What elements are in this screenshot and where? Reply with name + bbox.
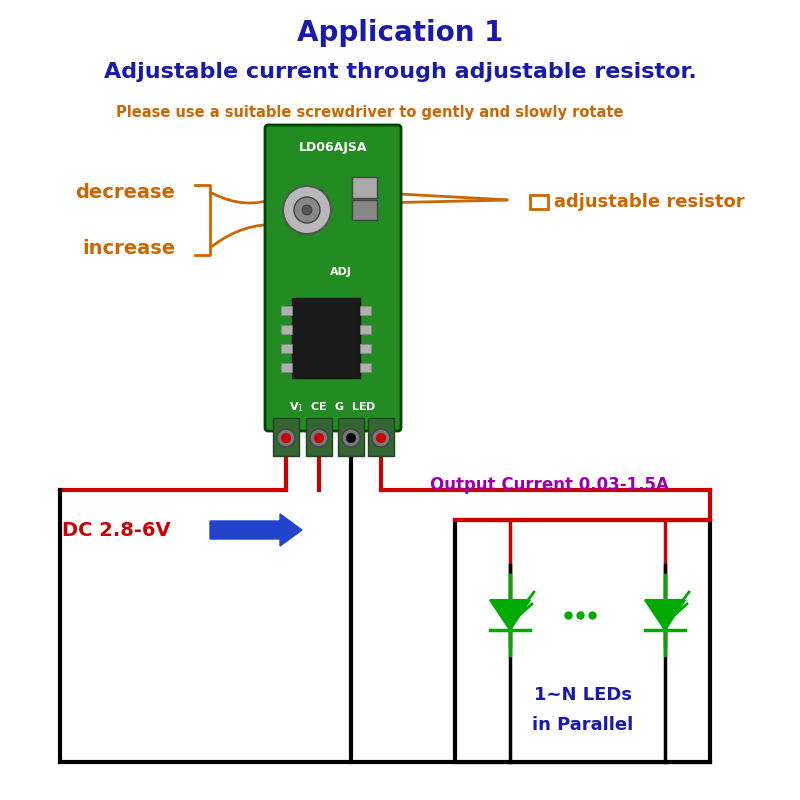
Circle shape xyxy=(294,197,320,223)
Text: decrease: decrease xyxy=(75,182,175,202)
Polygon shape xyxy=(645,600,685,630)
Bar xyxy=(281,363,292,372)
Bar xyxy=(360,325,371,334)
Text: V$_1$  CE  G  LED: V$_1$ CE G LED xyxy=(290,400,377,414)
Circle shape xyxy=(372,429,390,447)
Text: Output Current 0.03-1.5A: Output Current 0.03-1.5A xyxy=(430,476,669,494)
Circle shape xyxy=(302,205,312,215)
Bar xyxy=(360,306,371,315)
Bar xyxy=(368,418,394,456)
Bar xyxy=(530,195,548,209)
Bar xyxy=(306,418,332,456)
Text: Adjustable current through adjustable resistor.: Adjustable current through adjustable re… xyxy=(104,62,696,82)
Bar xyxy=(273,418,299,456)
Circle shape xyxy=(277,429,295,447)
Bar xyxy=(292,298,360,378)
Circle shape xyxy=(346,433,356,443)
Bar xyxy=(338,418,364,456)
Bar xyxy=(455,520,710,762)
FancyBboxPatch shape xyxy=(265,125,401,431)
Circle shape xyxy=(314,433,324,443)
Text: 1~N LEDs: 1~N LEDs xyxy=(534,686,631,704)
Bar xyxy=(352,199,377,220)
Bar xyxy=(281,344,292,353)
Text: DC 2.8-6V: DC 2.8-6V xyxy=(62,521,170,539)
Text: adjustable resistor: adjustable resistor xyxy=(554,193,745,211)
Circle shape xyxy=(342,429,360,447)
FancyArrow shape xyxy=(210,514,302,546)
Circle shape xyxy=(376,433,386,443)
Bar xyxy=(352,177,377,198)
Text: increase: increase xyxy=(82,238,175,258)
Bar xyxy=(360,363,371,372)
Text: Application 1: Application 1 xyxy=(297,19,503,47)
Text: in Parallel: in Parallel xyxy=(532,716,633,734)
Bar xyxy=(281,306,292,315)
Polygon shape xyxy=(490,600,530,630)
Bar xyxy=(360,344,371,353)
Text: LD06AJSA: LD06AJSA xyxy=(298,142,367,154)
Circle shape xyxy=(281,433,291,443)
Circle shape xyxy=(283,186,331,234)
Text: Please use a suitable screwdriver to gently and slowly rotate: Please use a suitable screwdriver to gen… xyxy=(116,105,624,119)
Bar xyxy=(281,325,292,334)
Circle shape xyxy=(310,429,328,447)
Text: ADJ: ADJ xyxy=(330,267,352,277)
